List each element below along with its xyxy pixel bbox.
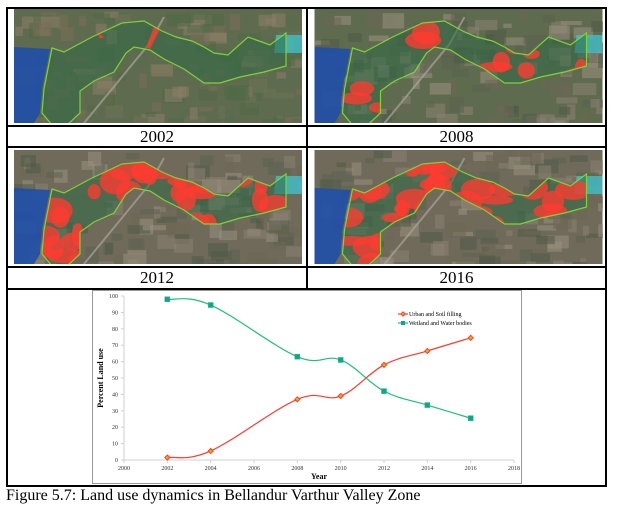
y-tick-label: 20	[112, 425, 118, 431]
table-divider-row4	[6, 288, 607, 290]
legend-marker-wetland	[401, 321, 405, 325]
satellite-map-2012	[14, 150, 302, 264]
y-tick-label: 50	[112, 376, 118, 382]
panel-year-2002: 2002	[140, 127, 174, 146]
x-axis-label: Year	[311, 472, 327, 481]
y-tick-label: 30	[112, 409, 118, 415]
satellite-map-2008	[314, 9, 603, 123]
x-tick-label: 2002	[161, 466, 173, 472]
legend-label-urban: Urban and Soil filling	[409, 311, 462, 318]
table-divider-vertical	[306, 7, 308, 289]
y-tick-label: 10	[112, 442, 118, 448]
data-point-urban	[424, 347, 431, 355]
data-point-urban	[294, 396, 301, 403]
data-point-urban	[337, 392, 344, 400]
legend-label-wetland: Wetland and Water bodies	[409, 321, 472, 327]
data-point-wetland	[164, 296, 171, 303]
data-point-wetland	[294, 353, 301, 360]
data-point-wetland	[381, 388, 387, 394]
x-tick-label: 2010	[335, 466, 347, 472]
table-divider-row3	[6, 266, 607, 268]
series-line-urban	[167, 337, 471, 459]
data-point-wetland	[207, 302, 214, 308]
y-tick-label: 80	[112, 327, 118, 333]
table-divider-row1	[6, 125, 607, 127]
legend-marker-urban	[400, 311, 406, 317]
x-tick-label: 2000	[118, 466, 130, 472]
x-tick-label: 2006	[248, 466, 260, 472]
x-tick-label: 2008	[291, 466, 303, 472]
panel-year-2012: 2012	[140, 268, 174, 287]
data-point-wetland	[467, 415, 474, 421]
y-tick-label: 90	[112, 310, 118, 316]
y-tick-label: 60	[112, 360, 118, 366]
x-tick-label: 2012	[378, 466, 390, 472]
panel-year-2008: 2008	[439, 127, 474, 146]
data-point-urban	[380, 361, 388, 369]
table-divider-row2	[6, 146, 607, 148]
data-point-urban	[467, 334, 474, 342]
y-axis-label: Percent Land use	[96, 348, 105, 408]
satellite-map-2002	[14, 9, 302, 123]
y-tick-label: 70	[112, 343, 118, 349]
chart-legend: Urban and Soil filling Wetland and Water…	[398, 311, 472, 327]
data-point-urban	[164, 454, 171, 461]
figure-caption: Figure 5.7: Land use dynamics in Belland…	[6, 487, 421, 504]
y-tick-label: 100	[109, 294, 118, 300]
data-point-wetland	[424, 402, 431, 408]
y-tick-label: 0	[115, 458, 118, 464]
land-use-chart: 0 10 20 30 40 50 60 70 80 90 100 2000 2002 2004 2006 2…	[92, 290, 522, 484]
x-tick-label: 2016	[465, 466, 477, 472]
satellite-map-2016	[314, 150, 603, 264]
data-point-wetland	[337, 357, 344, 363]
x-tick-label: 2018	[508, 466, 520, 472]
data-point-urban	[207, 447, 214, 455]
x-tick-label: 2004	[205, 466, 217, 472]
y-tick-label: 40	[112, 392, 118, 398]
x-tick-label: 2014	[421, 466, 433, 472]
panel-year-2016: 2016	[439, 268, 474, 287]
